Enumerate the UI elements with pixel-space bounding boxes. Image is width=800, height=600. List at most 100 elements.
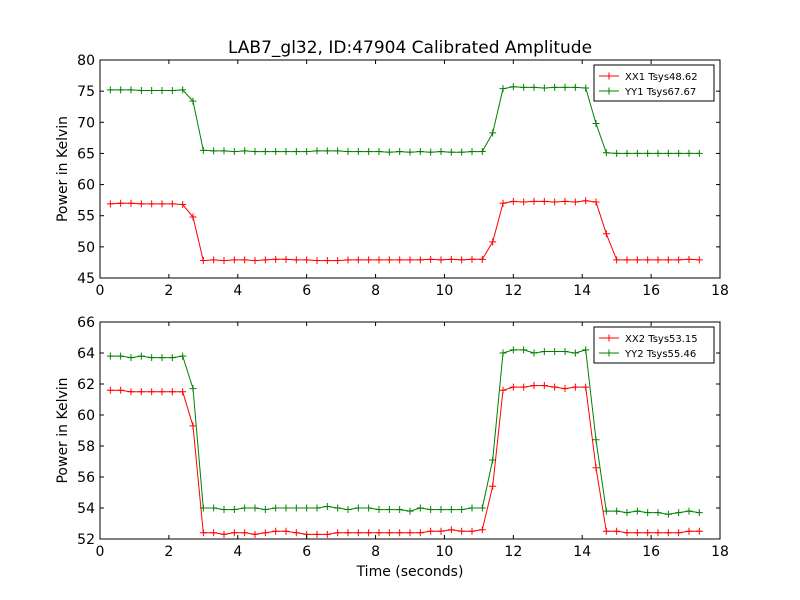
- data-point: [261, 256, 269, 264]
- data-point: [602, 230, 610, 238]
- data-point: [210, 147, 218, 155]
- data-point: [292, 529, 300, 537]
- data-point: [354, 529, 362, 537]
- data-point: [303, 504, 311, 512]
- data-point: [468, 255, 476, 263]
- data-point: [478, 504, 486, 512]
- data-point: [272, 255, 280, 263]
- x-tick-label: 18: [711, 544, 729, 560]
- data-point: [613, 256, 621, 264]
- x-tick-label: 12: [504, 283, 522, 299]
- y-tick-label: 60: [77, 408, 95, 424]
- data-point: [375, 529, 383, 537]
- data-point: [458, 148, 466, 156]
- data-point: [582, 346, 590, 354]
- data-point: [396, 506, 404, 514]
- x-tick-label: 2: [164, 544, 173, 560]
- x-tick-label: 12: [504, 544, 522, 560]
- x-tick-label: 16: [642, 544, 660, 560]
- legend: XX2 Tsys53.15 YY2 Tsys55.46: [593, 326, 715, 364]
- data-point: [664, 529, 672, 537]
- data-point: [137, 87, 145, 95]
- data-point: [561, 197, 569, 205]
- data-point: [323, 502, 331, 510]
- data-point: [447, 506, 455, 514]
- data-point: [623, 149, 631, 157]
- data-point: [602, 149, 610, 157]
- data-point: [468, 527, 476, 535]
- data-point: [437, 148, 445, 156]
- data-point: [437, 506, 445, 514]
- data-point: [571, 198, 579, 206]
- data-point: [241, 504, 249, 512]
- data-point: [385, 256, 393, 264]
- x-tick-label: 18: [711, 283, 729, 299]
- data-point: [509, 197, 517, 205]
- data-point: [602, 507, 610, 515]
- y-tick-label: 56: [77, 470, 95, 486]
- data-point: [334, 504, 342, 512]
- legend-label: YY2 Tsys55.46: [624, 349, 696, 360]
- data-point: [458, 256, 466, 264]
- data-point: [571, 349, 579, 357]
- data-point: [633, 256, 641, 264]
- data-point: [230, 529, 238, 537]
- data-point: [540, 382, 548, 390]
- data-point: [406, 529, 414, 537]
- data-point: [344, 148, 352, 156]
- data-point: [241, 529, 249, 537]
- data-point: [158, 87, 166, 95]
- data-point: [406, 148, 414, 156]
- data-point: [664, 256, 672, 264]
- data-point: [251, 257, 259, 265]
- data-point: [427, 506, 435, 514]
- data-point: [365, 148, 373, 156]
- y-tick-label: 54: [77, 501, 95, 517]
- data-point: [375, 256, 383, 264]
- data-point: [540, 197, 548, 205]
- data-point: [644, 256, 652, 264]
- data-point: [561, 83, 569, 91]
- legend-marker: [605, 72, 613, 80]
- data-point: [695, 509, 703, 517]
- y-tick-label: 80: [77, 53, 95, 69]
- data-point: [220, 506, 228, 514]
- data-point: [251, 530, 259, 538]
- data-point: [117, 86, 125, 94]
- data-point: [571, 83, 579, 91]
- data-point: [344, 529, 352, 537]
- data-point: [633, 529, 641, 537]
- legend-box: [593, 64, 715, 102]
- data-point: [427, 255, 435, 263]
- data-point: [168, 87, 176, 95]
- data-point: [592, 436, 600, 444]
- data-point: [117, 199, 125, 207]
- data-point: [468, 148, 476, 156]
- data-point: [664, 149, 672, 157]
- data-point: [509, 83, 517, 91]
- data-point: [127, 86, 135, 94]
- data-point: [499, 85, 507, 93]
- data-point: [437, 527, 445, 535]
- data-point: [427, 148, 435, 156]
- data-point: [168, 388, 176, 396]
- y-axis-label: Power in Kelvin: [55, 377, 71, 483]
- data-point: [106, 386, 114, 394]
- data-point: [489, 482, 497, 490]
- data-point: [406, 507, 414, 515]
- data-point: [230, 506, 238, 514]
- data-point: [520, 198, 528, 206]
- legend-label: YY1 Tsys67.67: [624, 87, 696, 98]
- data-point: [148, 87, 156, 95]
- data-point: [695, 149, 703, 157]
- data-point: [582, 383, 590, 391]
- data-point: [416, 148, 424, 156]
- data-point: [509, 383, 517, 391]
- data-point: [292, 148, 300, 156]
- data-point: [561, 385, 569, 393]
- data-point: [468, 504, 476, 512]
- data-point: [313, 504, 321, 512]
- data-point: [623, 256, 631, 264]
- data-point: [385, 506, 393, 514]
- data-point: [210, 504, 218, 512]
